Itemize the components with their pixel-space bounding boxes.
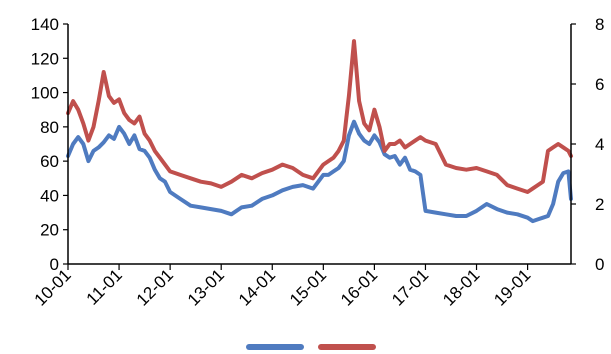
left-tick-label: 100 [31,84,59,103]
right-tick-label: 0 [595,255,604,274]
right-tick-label: 8 [595,15,604,34]
left-tick-label: 20 [40,221,59,240]
right-tick-label: 6 [595,75,604,94]
x-tick-label: 13-01 [184,265,228,309]
left-tick-label: 120 [31,49,59,68]
left-tick-label: 0 [50,255,59,274]
left-axis-ticks: 0 20 40 60 80 100 120 140 [31,15,68,274]
left-tick-label: 140 [31,15,59,34]
x-tick-label: 16-01 [337,265,381,309]
series-line-2 [66,39,573,194]
x-tick-label: 12-01 [133,265,177,309]
x-tick-label: 11-01 [83,265,126,308]
x-tick-label: 17-01 [388,265,432,309]
left-tick-label: 40 [40,186,59,205]
left-tick-label: 80 [40,118,59,137]
right-tick-label: 4 [595,135,604,154]
right-axis-ticks: 0 2 4 6 8 [571,15,604,274]
x-tick-label: 14-01 [235,265,279,309]
plot-lines [66,39,573,224]
series-line-1 [66,119,573,224]
x-tick-label: 18-01 [439,265,483,309]
x-axis-ticks: 10-01 11-01 12-01 13-01 14-01 15-01 16-01 17-01… [31,264,534,310]
left-tick-label: 60 [40,152,59,171]
axes [67,24,572,265]
right-tick-label: 2 [595,195,604,214]
x-tick-label: 15-01 [286,265,330,309]
x-tick-label: 19-01 [490,265,534,309]
